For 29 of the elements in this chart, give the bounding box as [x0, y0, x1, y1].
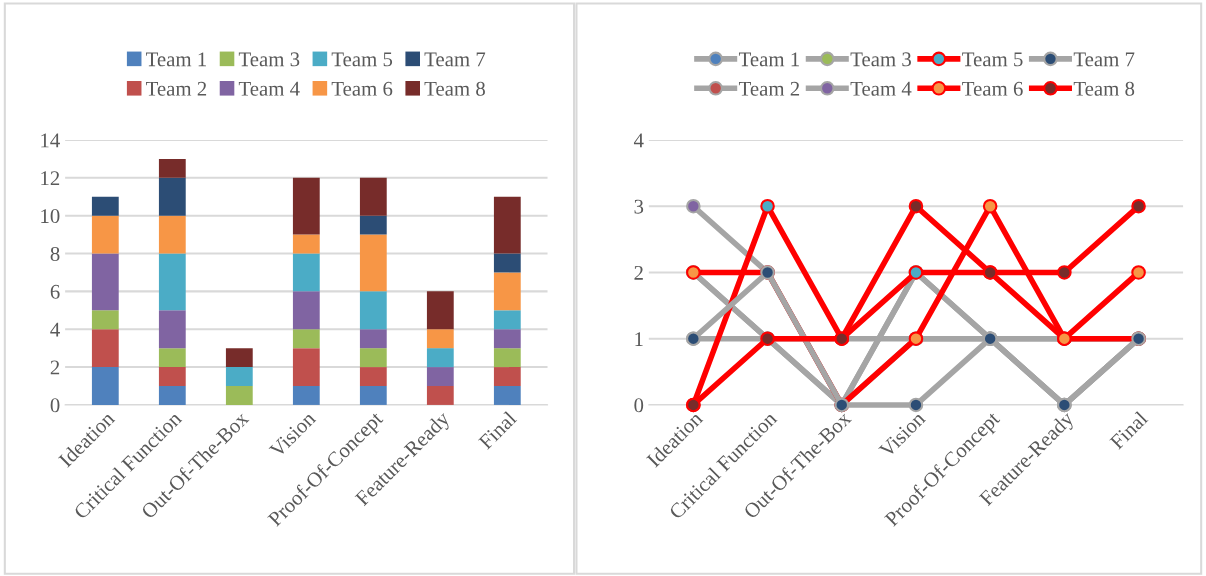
- legend-label: Team 1: [738, 52, 799, 67]
- y-tick-label: 14: [41, 133, 60, 148]
- y-tick-label: 4: [633, 133, 644, 148]
- legend-label: Team 8: [424, 81, 485, 96]
- legend-label: Team 7: [424, 52, 486, 67]
- y-tick-label: 8: [50, 246, 60, 261]
- legend-label: Team 5: [331, 52, 393, 67]
- legend-label: Team 3: [850, 52, 911, 67]
- legend-label: Team 6: [962, 81, 1023, 96]
- legend-label: Team 7: [1073, 52, 1135, 67]
- legend-label: Team 6: [331, 81, 393, 96]
- y-tick-label: 4: [50, 322, 60, 337]
- legend-label: Team 1: [146, 52, 206, 67]
- legend-label: Team 3: [238, 52, 300, 67]
- y-tick-label: 2: [634, 265, 643, 280]
- legend-label: Team 5: [962, 52, 1023, 67]
- legend-label: Team 4: [850, 81, 912, 96]
- y-tick-label: 0: [50, 398, 60, 413]
- y-tick-label: 12: [41, 171, 60, 186]
- legend-label: Team 2: [146, 81, 207, 96]
- y-tick-label: 3: [634, 199, 644, 214]
- y-tick-label: 0: [634, 398, 644, 413]
- legend-label: Team 8: [1073, 81, 1135, 96]
- legend-label: Team 4: [238, 81, 300, 96]
- y-tick-label: 2: [50, 360, 60, 375]
- y-tick-label: 10: [41, 209, 60, 224]
- legend-label: Team 2: [738, 81, 800, 96]
- y-tick-label: 1: [635, 332, 643, 346]
- y-tick-label: 6: [50, 284, 60, 299]
